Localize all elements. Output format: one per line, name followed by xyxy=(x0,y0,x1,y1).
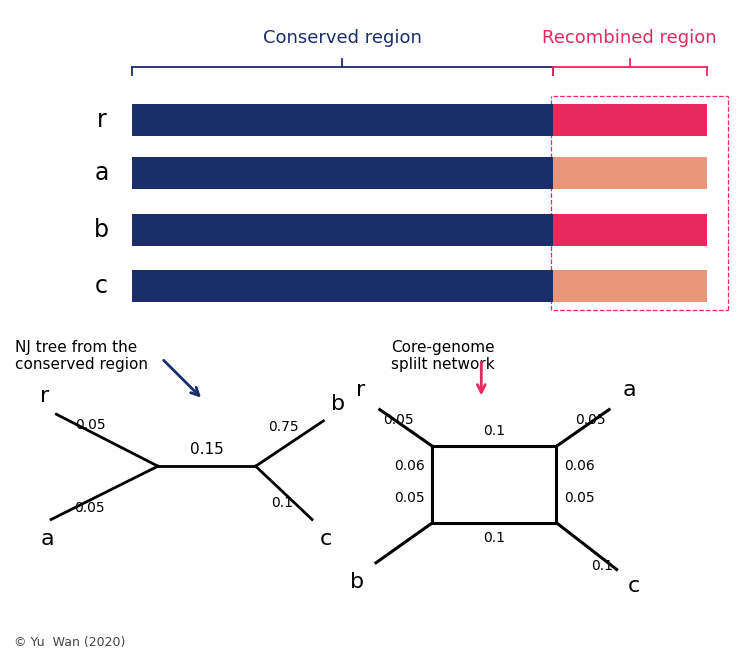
Text: Core-genome
splilt network: Core-genome splilt network xyxy=(391,340,495,372)
Text: r: r xyxy=(41,386,50,406)
Text: b: b xyxy=(331,394,345,414)
Bar xyxy=(132,270,553,302)
Text: c: c xyxy=(320,529,332,549)
Text: 0.06: 0.06 xyxy=(394,459,425,473)
Text: Recombined region: Recombined region xyxy=(542,29,717,47)
Text: a: a xyxy=(41,529,54,549)
Text: b: b xyxy=(94,218,109,242)
Text: Conserved region: Conserved region xyxy=(262,29,422,47)
Bar xyxy=(132,157,553,189)
Text: r: r xyxy=(97,108,106,132)
Text: 0.1: 0.1 xyxy=(591,559,613,573)
Text: 0.1: 0.1 xyxy=(484,531,505,545)
Text: 0.1: 0.1 xyxy=(484,424,505,438)
Text: 0.1: 0.1 xyxy=(271,496,293,509)
Text: c: c xyxy=(95,274,108,298)
Bar xyxy=(553,157,707,189)
Bar xyxy=(553,270,707,302)
Bar xyxy=(553,104,707,136)
Bar xyxy=(132,214,553,246)
Text: NJ tree from the
conserved region: NJ tree from the conserved region xyxy=(15,340,148,372)
Text: 0.75: 0.75 xyxy=(268,420,299,434)
Text: r: r xyxy=(356,380,365,400)
Text: b: b xyxy=(350,572,364,592)
Text: 0.05: 0.05 xyxy=(394,491,425,505)
Text: 0.05: 0.05 xyxy=(75,418,106,432)
Text: c: c xyxy=(628,576,640,596)
Text: 0.05: 0.05 xyxy=(564,491,595,505)
Text: 0.05: 0.05 xyxy=(575,413,605,427)
Bar xyxy=(553,214,707,246)
Bar xyxy=(132,104,553,136)
Text: a: a xyxy=(623,380,636,400)
Text: 0.05: 0.05 xyxy=(74,501,105,515)
Text: 0.06: 0.06 xyxy=(564,459,595,473)
Text: © Yu  Wan (2020): © Yu Wan (2020) xyxy=(14,636,125,649)
Text: 0.05: 0.05 xyxy=(384,413,414,427)
Text: 0.15: 0.15 xyxy=(190,442,223,457)
Text: a: a xyxy=(94,161,109,185)
